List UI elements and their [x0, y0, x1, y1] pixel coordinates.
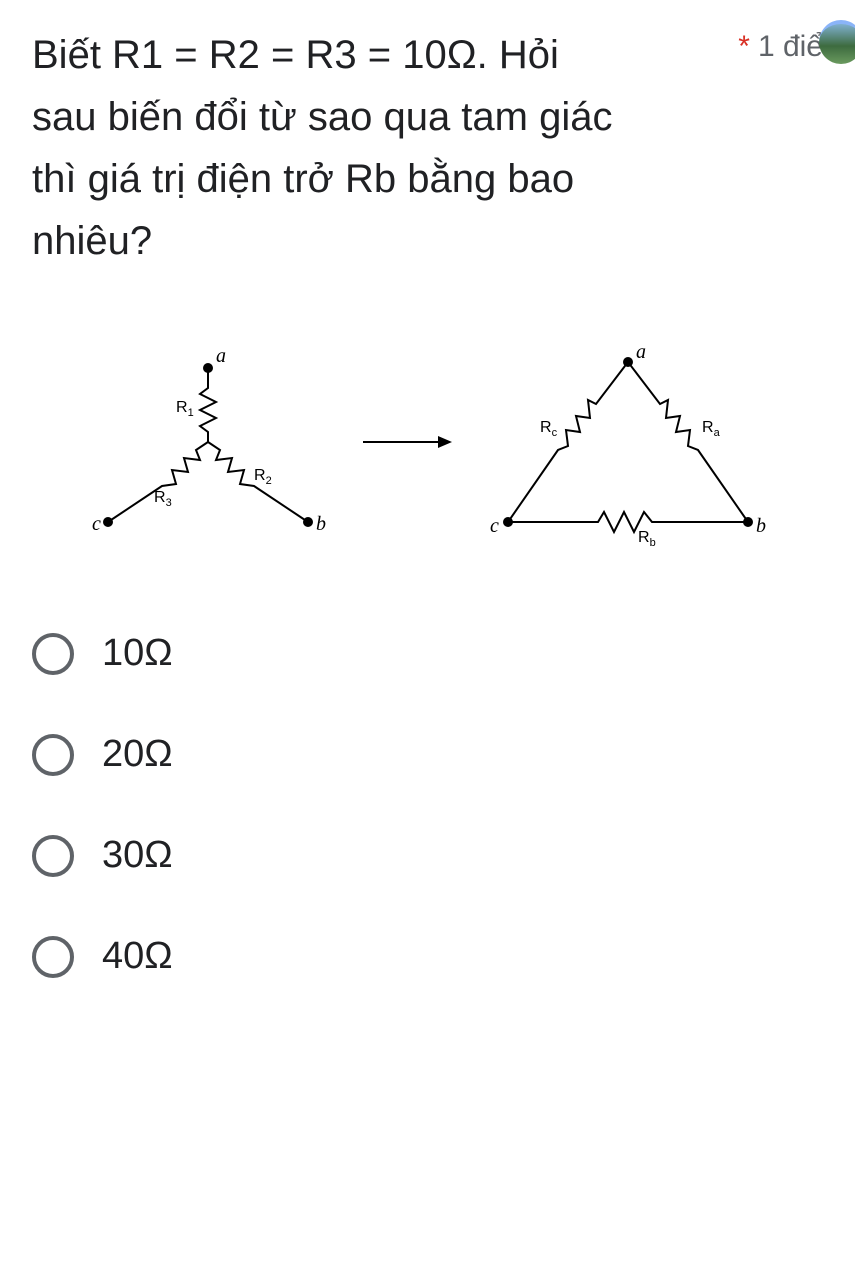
diagram-row: a b c R1 R2 R3 a	[32, 322, 823, 562]
radio-icon[interactable]	[32, 633, 74, 675]
option-0[interactable]: 10Ω	[32, 632, 823, 675]
question-text: Biết R1 = R2 = R3 = 10Ω. Hỏi sau biến đổ…	[32, 24, 632, 272]
star-node-a: a	[216, 345, 226, 367]
delta-rb-label: Rb	[638, 529, 656, 549]
avatar[interactable]	[819, 20, 855, 64]
radio-icon[interactable]	[32, 835, 74, 877]
star-r1-label: R1	[176, 399, 194, 419]
radio-icon[interactable]	[32, 936, 74, 978]
delta-ra-label: Ra	[702, 419, 721, 439]
star-node-b: b	[316, 513, 326, 535]
delta-diagram: a c b Rc Ra Rb	[468, 332, 788, 552]
required-asterisk-icon: *	[738, 30, 750, 64]
options-group: 10Ω 20Ω 30Ω 40Ω	[32, 632, 823, 978]
points-label: 1 điể	[758, 30, 823, 64]
option-2[interactable]: 30Ω	[32, 834, 823, 877]
delta-node-b: b	[756, 515, 766, 537]
option-label: 40Ω	[102, 935, 173, 978]
option-1[interactable]: 20Ω	[32, 733, 823, 776]
option-label: 10Ω	[102, 632, 173, 675]
star-diagram: a b c R1 R2 R3	[68, 332, 348, 552]
star-node-c: c	[92, 513, 101, 535]
option-label: 30Ω	[102, 834, 173, 877]
delta-node-a: a	[636, 341, 646, 363]
header-row: Biết R1 = R2 = R3 = 10Ω. Hỏi sau biến đổ…	[32, 24, 823, 272]
option-label: 20Ω	[102, 733, 173, 776]
star-r3-label: R3	[154, 489, 172, 509]
delta-node-c: c	[490, 515, 499, 537]
star-r2-label: R2	[254, 467, 272, 487]
arrow-icon	[358, 422, 458, 462]
option-3[interactable]: 40Ω	[32, 935, 823, 978]
points-area: * 1 điể	[738, 30, 823, 64]
question-container: Biết R1 = R2 = R3 = 10Ω. Hỏi sau biến đổ…	[0, 0, 855, 1060]
radio-icon[interactable]	[32, 734, 74, 776]
delta-rc-label: Rc	[540, 419, 558, 439]
